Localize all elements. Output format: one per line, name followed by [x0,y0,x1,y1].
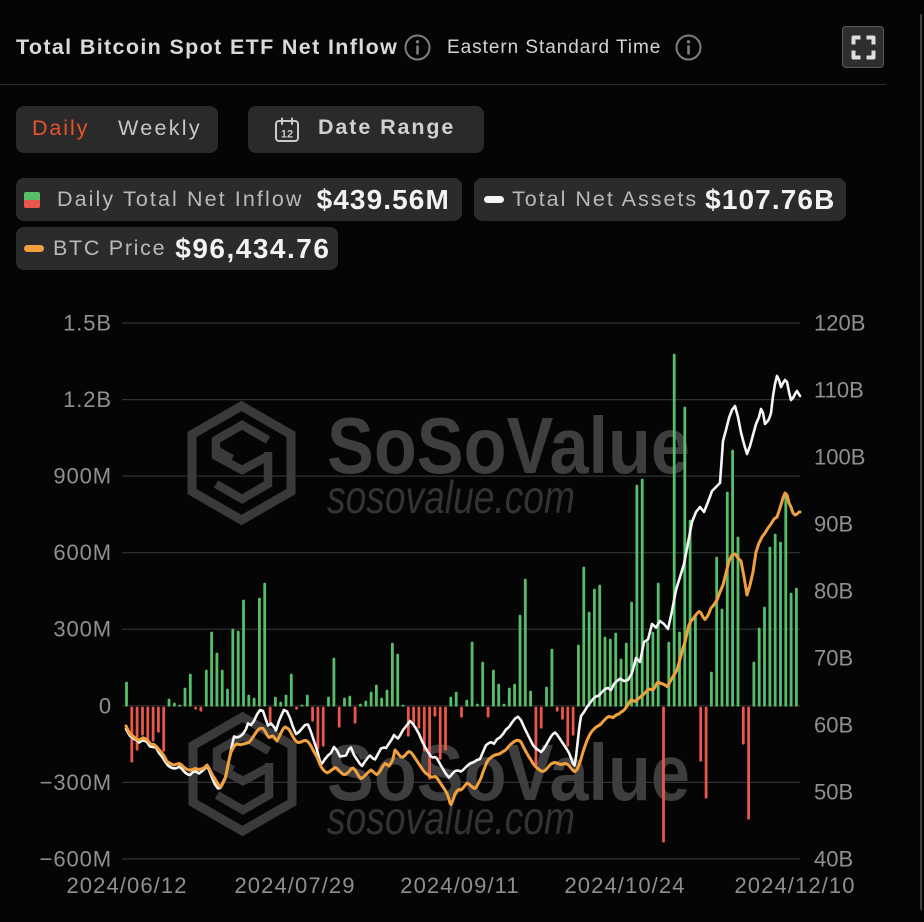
svg-text:50B: 50B [814,780,853,805]
svg-text:40B: 40B [814,847,853,872]
svg-text:90B: 90B [814,512,853,537]
svg-text:2024/06/12: 2024/06/12 [66,873,187,898]
svg-text:2024/09/11: 2024/09/11 [400,873,519,898]
svg-text:2024/12/10: 2024/12/10 [734,873,855,898]
svg-text:sosovalue.com: sosovalue.com [327,471,575,523]
svg-text:80B: 80B [814,579,853,604]
svg-text:2024/07/29: 2024/07/29 [234,873,355,898]
svg-text:600M: 600M [53,540,112,565]
svg-text:110B: 110B [814,378,864,403]
svg-text:100B: 100B [814,445,865,470]
svg-text:sosovalue.com: sosovalue.com [327,792,575,844]
svg-text:0: 0 [99,693,112,718]
svg-text:1.5B: 1.5B [63,311,112,336]
svg-text:60B: 60B [814,713,853,738]
svg-text:1.2B: 1.2B [63,387,112,412]
svg-text:2024/10/24: 2024/10/24 [564,873,685,898]
svg-text:−300M: −300M [40,770,112,795]
svg-text:12: 12 [281,129,293,141]
svg-text:70B: 70B [814,646,853,671]
svg-text:SoSoValue: SoSoValue [327,401,690,490]
svg-text:−600M: −600M [40,846,112,871]
svg-text:300M: 300M [53,617,112,642]
svg-text:900M: 900M [53,464,112,489]
svg-text:120B: 120B [814,311,865,336]
svg-text:SoSoValue: SoSoValue [327,728,690,817]
